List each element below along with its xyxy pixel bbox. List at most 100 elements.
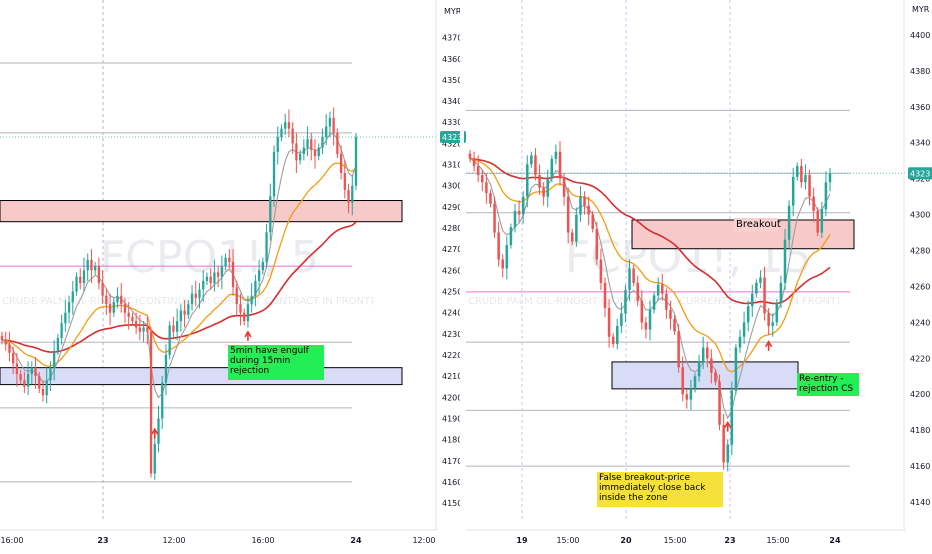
- left-x-tick-label: 12:00: [162, 536, 185, 545]
- right-y-tick-label: 4380: [910, 67, 930, 76]
- right-candle-body: [493, 203, 496, 233]
- left-candle-body: [131, 316, 134, 322]
- left-candle-body: [183, 310, 186, 315]
- right-candle-body: [697, 361, 701, 377]
- right-candle-body: [534, 155, 537, 176]
- left-candle-body: [287, 122, 291, 129]
- left-candle-body: [23, 380, 26, 387]
- right-candle-body: [800, 166, 803, 183]
- left-signal-arrow: [151, 427, 159, 439]
- left-candle-body: [298, 153, 302, 161]
- left-y-tick-label: 4340: [442, 97, 462, 106]
- left-candle-body: [149, 331, 153, 474]
- right-candle-body: [624, 290, 627, 314]
- right-mid-ma: [469, 158, 831, 373]
- right-candle-body: [828, 173, 832, 183]
- left-candle-body: [53, 350, 56, 368]
- right-y-tick-label: 4180: [910, 426, 930, 435]
- left-candle-body: [313, 149, 317, 157]
- right-y-tick-label: 4200: [910, 390, 930, 399]
- left-y-tick-label: 4230: [442, 330, 462, 339]
- right-candle-body: [722, 424, 725, 463]
- right-candle-body: [546, 178, 549, 197]
- right-candle-body: [538, 175, 541, 188]
- right-candle-body: [468, 153, 472, 159]
- left-x-tick-label: 24: [350, 536, 362, 545]
- right-candle-body: [661, 284, 664, 294]
- right-candle-body: [648, 309, 652, 330]
- right-candle-body: [472, 158, 476, 167]
- right-candle-body: [738, 336, 742, 348]
- right-candle-body: [812, 196, 815, 212]
- left-candle-body: [0, 335, 4, 341]
- right-signal-arrow: [764, 340, 773, 351]
- left-candle-body: [254, 280, 257, 296]
- left-candle-body: [161, 382, 164, 419]
- left-candle-body: [15, 363, 19, 375]
- right-candle-body: [820, 209, 824, 233]
- left-candle-body: [239, 304, 242, 313]
- right-candle-body: [730, 390, 734, 445]
- right-candle-body: [509, 227, 513, 246]
- left-candle-body: [138, 327, 142, 332]
- left-y-tick-label: 4260: [442, 266, 462, 275]
- left-candle-body: [30, 367, 33, 375]
- right-y-tick-label: 4280: [910, 247, 930, 256]
- left-candle-body: [12, 352, 15, 364]
- left-candle-body: [101, 283, 104, 296]
- right-candle-body: [689, 388, 693, 400]
- right-candle-body: [566, 196, 570, 233]
- left-y-tick-label: 4270: [442, 245, 462, 254]
- left-candle-body: [276, 137, 279, 152]
- right-candle-body: [517, 211, 521, 215]
- breakout-label: Breakout: [734, 218, 781, 232]
- right-candle-body: [521, 196, 525, 215]
- right-zone-support: [611, 361, 799, 390]
- right-candle-body: [652, 295, 656, 310]
- left-candle-body: [168, 325, 171, 355]
- right-candle-body: [554, 151, 558, 159]
- left-y-tick-label: 4210: [442, 372, 462, 381]
- right-y-tick-label: 4160: [910, 462, 930, 471]
- right-candle-body: [530, 155, 533, 165]
- right-candle-body: [710, 358, 713, 373]
- left-candle-body: [116, 295, 119, 303]
- right-price-label: 4323: [910, 169, 930, 178]
- left-candle-body: [302, 147, 305, 154]
- right-candle-body: [505, 245, 509, 269]
- right-candle-body: [775, 302, 779, 323]
- right-candle-body: [603, 282, 607, 309]
- right-candle-body: [714, 372, 717, 382]
- right-candle-body: [489, 193, 492, 204]
- left-price-badge: [440, 131, 466, 144]
- left-candle-body: [228, 257, 231, 262]
- right-x-tick-label: 24: [829, 536, 841, 545]
- left-candle-body: [306, 139, 309, 148]
- left-candle-body: [179, 310, 183, 322]
- right-y-tick-label: 4340: [910, 139, 930, 148]
- left-y-tick-label: 4280: [442, 224, 462, 233]
- left-candle-body: [198, 289, 201, 298]
- left-candle-body: [105, 295, 108, 305]
- left-y-tick-label: 4300: [442, 182, 462, 191]
- right-candle-body: [693, 376, 697, 389]
- left-candle-body: [347, 189, 350, 203]
- left-y-tick-label: 4350: [442, 76, 462, 85]
- left-candle-body: [172, 325, 175, 332]
- left-candle-body: [134, 321, 138, 328]
- left-candle-body: [127, 312, 130, 317]
- right-x-tick-label: 15:00: [556, 536, 579, 545]
- left-candle-body: [8, 344, 11, 353]
- left-y-tick-label: 4250: [442, 288, 462, 297]
- left-candle-body: [269, 196, 272, 233]
- left-x-tick-label: 23: [97, 536, 108, 545]
- left-candle-body: [108, 304, 112, 313]
- right-candle-body: [571, 232, 574, 242]
- right-candle-body: [665, 293, 668, 310]
- right-candle-body: [628, 268, 631, 291]
- right-candle-body: [808, 175, 811, 197]
- right-candle-body: [669, 309, 672, 319]
